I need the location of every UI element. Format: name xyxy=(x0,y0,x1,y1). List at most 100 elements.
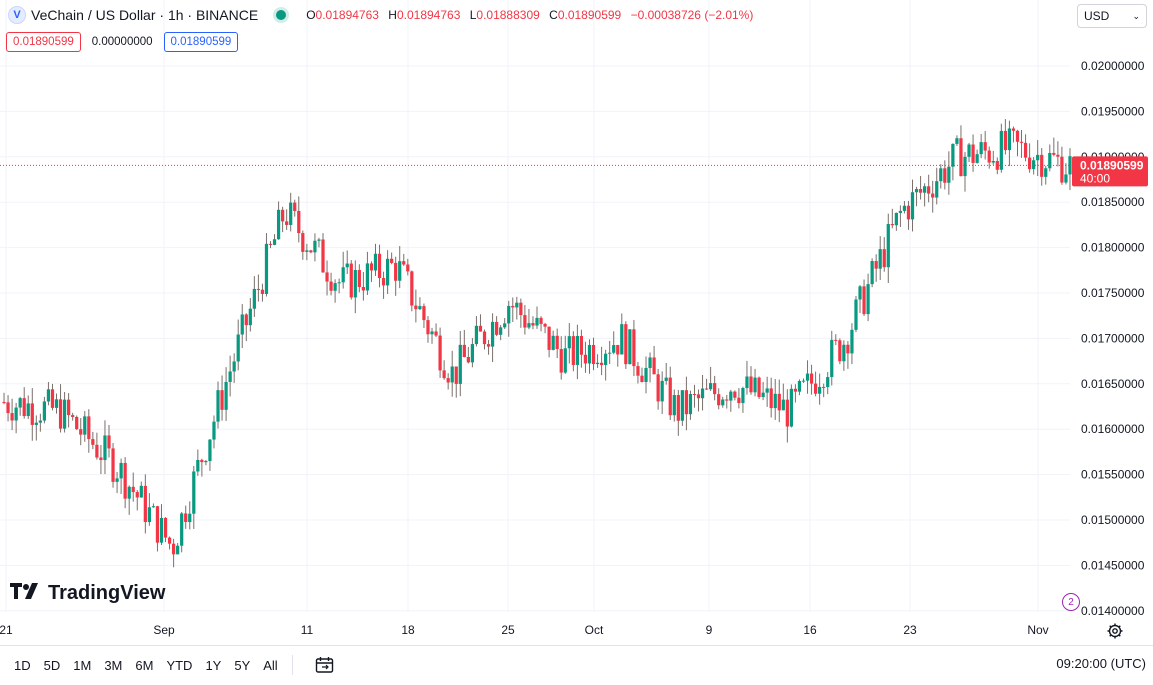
candle-body xyxy=(361,287,365,291)
candle-body xyxy=(801,380,806,382)
range-3m-button[interactable]: 3M xyxy=(104,657,123,673)
candle-body xyxy=(773,393,777,409)
candle-body xyxy=(660,380,664,402)
tradingview-logo[interactable]: TradingView xyxy=(10,582,165,605)
currency-select[interactable]: USD ⌄ xyxy=(1077,4,1147,28)
candle-body xyxy=(898,210,903,213)
y-tick-label: 0.01650000 xyxy=(1081,377,1145,391)
symbol-title[interactable]: VeChain / US Dollar · 1h · BINANCE xyxy=(31,7,259,23)
candle-body xyxy=(46,389,51,402)
candle-body xyxy=(842,344,846,362)
range-5y-button[interactable]: 5Y xyxy=(234,657,251,673)
market-open-status-icon xyxy=(276,10,287,20)
candle-body xyxy=(688,394,693,415)
candle-body xyxy=(385,258,390,286)
ohlc-change: −0.00038726 (−2.01%) xyxy=(630,8,754,22)
candle-body xyxy=(26,403,30,417)
candle-body xyxy=(1023,142,1028,158)
candle-body xyxy=(256,288,261,290)
range-1d-button[interactable]: 1D xyxy=(14,657,31,673)
candle-body xyxy=(583,354,588,364)
candle-body xyxy=(511,305,515,308)
candle-body xyxy=(838,340,842,362)
gear-icon[interactable] xyxy=(1106,622,1124,640)
candle-body xyxy=(131,486,135,493)
candle-body xyxy=(1056,154,1060,157)
calendar-goto-date-icon[interactable] xyxy=(315,656,335,674)
candle-body xyxy=(789,388,793,427)
candle-body xyxy=(713,383,717,395)
candle-body xyxy=(696,394,701,399)
candle-body xyxy=(975,154,979,163)
candle-body xyxy=(430,331,434,335)
candle-body xyxy=(757,377,761,397)
candle-body xyxy=(244,314,248,326)
candle-body xyxy=(139,485,143,498)
candle-body xyxy=(826,377,830,388)
candle-body xyxy=(281,209,285,222)
candle-body xyxy=(591,344,596,365)
candle-body xyxy=(1064,174,1068,183)
ohlc-low: 0.01888309 xyxy=(476,8,540,22)
candle-body xyxy=(18,398,22,408)
candle-body xyxy=(914,189,919,193)
buy-price-pill[interactable]: 0.01890599 xyxy=(163,32,239,52)
range-1y-button[interactable]: 1Y xyxy=(205,657,222,673)
candle-body xyxy=(664,377,668,381)
sell-price-pill[interactable]: 0.01890599 xyxy=(6,32,81,52)
range-1m-button[interactable]: 1M xyxy=(73,657,92,673)
candle-body xyxy=(684,390,689,415)
candle-body xyxy=(62,399,67,429)
candle-body xyxy=(414,305,418,310)
candle-body xyxy=(232,361,236,372)
ohlc-close: 0.01890599 xyxy=(557,8,622,22)
y-tick-label: 0.01400000 xyxy=(1081,604,1145,618)
candle-body xyxy=(276,209,281,240)
candle-body xyxy=(680,390,684,421)
candle-body xyxy=(652,357,656,375)
event-marker-icon[interactable]: 2 xyxy=(1062,593,1080,611)
tradingview-logo-mark xyxy=(10,582,40,605)
x-tick-label: 11 xyxy=(301,623,314,637)
vechain-coin-icon: V xyxy=(8,6,26,24)
candle-body xyxy=(321,239,325,273)
chart-area[interactable]: 0.020000000.019500000.019000000.01850000… xyxy=(0,0,1153,645)
candle-body xyxy=(999,130,1003,170)
ohlc-high: 0.01894763 xyxy=(396,8,461,22)
candle-body xyxy=(507,305,511,324)
candle-body xyxy=(450,366,454,383)
candle-body xyxy=(394,262,398,281)
bar-countdown: 40:00 xyxy=(1080,171,1110,185)
utc-clock[interactable]: 09:20:00 (UTC) xyxy=(1056,656,1146,671)
ohlc-open: 0.01894763 xyxy=(315,8,379,22)
range-ytd-button[interactable]: YTD xyxy=(166,657,193,673)
candle-body xyxy=(289,202,293,225)
candle-body xyxy=(192,471,196,514)
candle-body xyxy=(656,374,660,402)
candle-body xyxy=(272,239,277,245)
candle-body xyxy=(947,166,951,183)
candle-body xyxy=(1044,168,1048,177)
candle-body xyxy=(406,264,410,272)
candle-body xyxy=(365,263,370,291)
candle-body xyxy=(943,168,947,183)
candle-body xyxy=(151,506,156,508)
candle-body xyxy=(628,329,632,365)
y-tick-label: 0.02000000 xyxy=(1081,59,1145,73)
candle-body xyxy=(115,478,119,482)
candle-body xyxy=(438,335,442,371)
candle-body xyxy=(616,345,620,355)
range-all-button[interactable]: All xyxy=(263,657,278,673)
candle-body xyxy=(188,513,192,523)
candle-body xyxy=(640,375,644,383)
candle-body xyxy=(422,306,426,321)
candle-body xyxy=(462,344,466,357)
candle-body xyxy=(967,144,971,157)
range-5d-button[interactable]: 5D xyxy=(43,657,61,673)
candle-body xyxy=(123,462,127,499)
candle-body xyxy=(931,193,935,198)
candlestick-chart[interactable]: 0.020000000.019500000.019000000.01850000… xyxy=(0,0,1153,645)
candle-body xyxy=(147,507,151,523)
range-6m-button[interactable]: 6M xyxy=(135,657,154,673)
candle-body xyxy=(830,339,834,378)
